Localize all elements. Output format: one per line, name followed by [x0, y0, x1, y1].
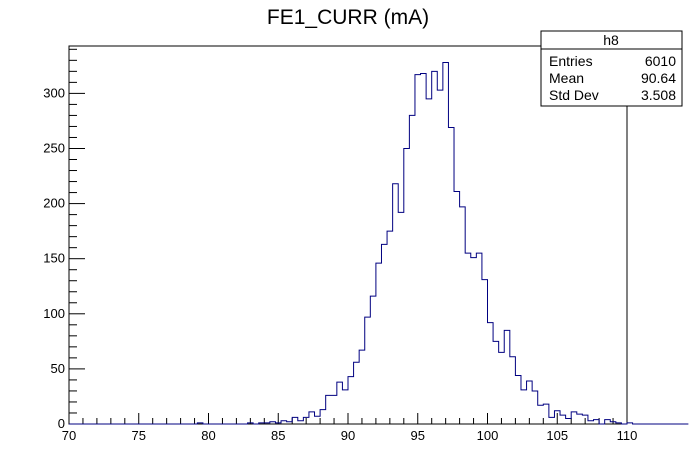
chart-title: FE1_CURR (mA): [267, 6, 429, 29]
stats-stddev-value: 3.508: [641, 87, 676, 103]
stats-entries-label: Entries: [549, 53, 593, 69]
y-tick-label: 100: [43, 306, 65, 321]
y-tick-label: 200: [43, 196, 65, 211]
y-tick-label: 300: [43, 85, 65, 100]
x-tick-label: 100: [477, 428, 499, 443]
x-tick-label: 95: [411, 428, 425, 443]
x-tick-label: 70: [62, 428, 76, 443]
x-tick-label: 85: [271, 428, 285, 443]
x-tick-label: 90: [341, 428, 355, 443]
stats-box-frame: [540, 30, 683, 107]
histogram-series-line: [69, 62, 689, 425]
stats-mean-label: Mean: [549, 70, 584, 86]
stats-histogram-name: h8: [603, 32, 619, 48]
y-tick-label: 50: [51, 361, 65, 376]
y-axis: 0 50 100 150 200 250 300: [43, 48, 85, 431]
y-tick-label: 250: [43, 140, 65, 155]
stats-box: h8 Entries 6010 Mean 90.64 Std Dev 3.508: [540, 30, 683, 107]
x-tick-label: 75: [132, 428, 146, 443]
x-tick-label: 105: [546, 428, 568, 443]
stats-stddev-label: Std Dev: [549, 87, 599, 103]
x-tick-label: 80: [201, 428, 215, 443]
y-tick-label: 0: [58, 416, 65, 431]
stats-entries-value: 6010: [645, 53, 676, 69]
y-tick-label: 150: [43, 251, 65, 266]
x-axis: 70 75 80 85 90 95 100 105 110: [62, 413, 638, 443]
stats-mean-value: 90.64: [641, 70, 676, 86]
x-tick-label: 110: [617, 428, 638, 443]
